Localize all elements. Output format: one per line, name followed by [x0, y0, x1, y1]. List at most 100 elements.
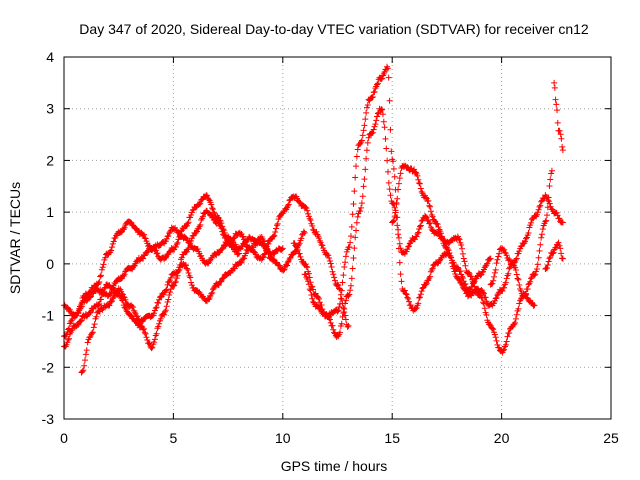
data-point [231, 265, 238, 272]
data-point [171, 282, 178, 289]
data-point [553, 244, 560, 251]
data-point [340, 310, 347, 317]
data-point [87, 293, 94, 300]
data-point [119, 297, 126, 304]
data-point [352, 234, 359, 241]
data-point [413, 304, 420, 311]
data-point [196, 223, 203, 230]
data-point [417, 291, 424, 298]
data-point [547, 254, 554, 261]
data-point [353, 219, 360, 226]
data-point [174, 272, 181, 279]
data-point [221, 235, 228, 242]
data-point [188, 211, 195, 218]
data-point [265, 251, 272, 258]
data-point [370, 89, 377, 96]
data-point [304, 264, 311, 271]
data-point [80, 367, 87, 374]
data-point [397, 245, 404, 252]
data-point [559, 255, 566, 262]
data-point [422, 213, 429, 220]
data-point [184, 246, 191, 253]
data-point [448, 260, 455, 267]
data-point [414, 230, 421, 237]
data-point [326, 255, 333, 262]
data-point [219, 245, 226, 252]
data-point [185, 219, 192, 226]
data-point [331, 277, 338, 284]
data-point [108, 247, 115, 254]
data-point [386, 97, 393, 104]
data-point [379, 75, 386, 82]
data-point [142, 235, 149, 242]
data-point [354, 146, 361, 153]
data-point [374, 113, 381, 120]
data-point [557, 245, 564, 252]
data-point [347, 233, 354, 240]
data-point [144, 337, 151, 344]
data-point [309, 222, 316, 229]
data-point [370, 126, 377, 133]
data-point [209, 289, 216, 296]
data-point [470, 280, 477, 287]
data-point [418, 188, 425, 195]
data-point [284, 259, 291, 266]
data-point [260, 237, 267, 244]
data-point [411, 166, 418, 173]
data-point [387, 126, 394, 133]
data-point [413, 233, 420, 240]
data-point [381, 124, 388, 131]
x-tick-label: 25 [603, 430, 619, 446]
data-point [326, 315, 333, 322]
data-point [490, 326, 497, 333]
y-tick-label: -1 [42, 308, 55, 324]
data-point [166, 292, 173, 299]
data-point [544, 264, 551, 271]
data-point [468, 273, 475, 280]
data-point [416, 180, 423, 187]
data-point [523, 235, 530, 242]
data-point [138, 322, 145, 329]
data-point [480, 289, 487, 296]
data-point [330, 271, 337, 278]
data-point [501, 284, 508, 291]
chart-title: Day 347 of 2020, Sidereal Day-to-day VTE… [79, 21, 589, 37]
data-point [491, 331, 498, 338]
data-point [365, 134, 372, 141]
data-point [205, 196, 212, 203]
data-point [542, 218, 549, 225]
data-point [512, 256, 519, 263]
data-point [492, 266, 499, 273]
data-point [305, 270, 312, 277]
data-point [100, 289, 107, 296]
data-point [334, 308, 341, 315]
data-point [364, 139, 371, 146]
data-point [351, 188, 358, 195]
data-point [335, 282, 342, 289]
data-point [438, 230, 445, 237]
data-point [455, 235, 462, 242]
data-point [145, 340, 152, 347]
data-point [511, 321, 518, 328]
y-tick-label: 3 [46, 101, 54, 117]
data-point [227, 240, 234, 247]
data-point [218, 225, 225, 232]
data-point [418, 288, 425, 295]
data-point [79, 368, 86, 375]
data-point [306, 215, 313, 222]
data-point [512, 315, 519, 322]
data-point [490, 277, 497, 284]
data-point [328, 263, 335, 270]
data-point [261, 251, 268, 258]
data-point [506, 329, 513, 336]
data-point [220, 275, 227, 282]
data-point [342, 259, 349, 266]
data-point [493, 337, 500, 344]
data-point [361, 176, 368, 183]
data-point [338, 320, 345, 327]
data-point [492, 295, 499, 302]
data-point [384, 65, 391, 72]
data-point [469, 278, 476, 285]
data-point [197, 200, 204, 207]
data-point [250, 244, 257, 251]
